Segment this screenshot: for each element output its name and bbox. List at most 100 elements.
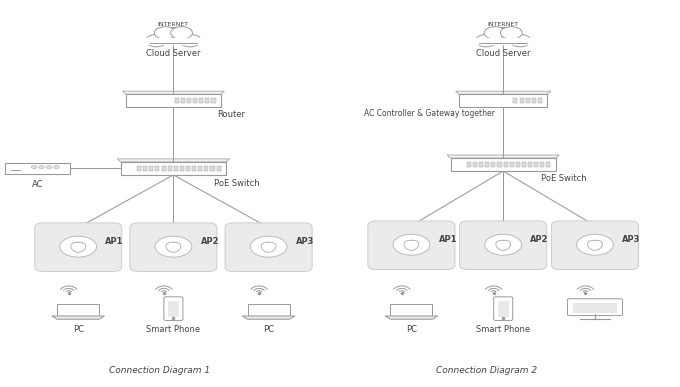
Circle shape xyxy=(484,27,506,39)
FancyBboxPatch shape xyxy=(567,299,623,316)
Bar xyxy=(175,98,179,103)
Bar xyxy=(466,162,471,167)
Polygon shape xyxy=(122,91,224,94)
Circle shape xyxy=(155,236,192,257)
Text: PC: PC xyxy=(263,325,274,334)
Text: AP1: AP1 xyxy=(105,237,124,247)
FancyBboxPatch shape xyxy=(551,221,639,269)
Circle shape xyxy=(54,166,59,169)
Bar xyxy=(522,162,526,167)
Text: PoE Switch: PoE Switch xyxy=(214,179,260,188)
Bar xyxy=(199,166,203,171)
Circle shape xyxy=(488,27,518,45)
Bar xyxy=(510,162,514,167)
Bar xyxy=(155,166,159,171)
Bar xyxy=(486,162,490,167)
Text: AC: AC xyxy=(32,180,43,189)
Bar xyxy=(515,162,520,167)
Circle shape xyxy=(485,234,522,255)
Polygon shape xyxy=(117,159,230,162)
Bar xyxy=(540,162,544,167)
Text: AP2: AP2 xyxy=(530,235,549,245)
Bar xyxy=(205,98,209,103)
FancyBboxPatch shape xyxy=(225,223,312,271)
Bar xyxy=(532,98,536,103)
Polygon shape xyxy=(57,304,99,316)
Circle shape xyxy=(180,34,201,47)
Text: AP1: AP1 xyxy=(439,235,457,245)
Bar xyxy=(473,162,477,167)
Circle shape xyxy=(46,166,52,169)
Bar xyxy=(216,166,220,171)
Text: Smart Phone: Smart Phone xyxy=(476,325,530,334)
Polygon shape xyxy=(385,316,438,319)
Circle shape xyxy=(154,27,176,39)
Bar xyxy=(211,98,216,103)
Polygon shape xyxy=(456,91,551,94)
Bar xyxy=(162,166,166,171)
Circle shape xyxy=(146,34,167,47)
Polygon shape xyxy=(242,316,295,319)
Bar xyxy=(180,166,184,171)
Circle shape xyxy=(39,166,44,169)
Circle shape xyxy=(475,34,497,47)
Bar xyxy=(137,166,141,171)
Bar xyxy=(186,166,190,171)
FancyBboxPatch shape xyxy=(460,221,547,269)
Bar xyxy=(174,166,178,171)
Text: PC: PC xyxy=(73,325,84,334)
FancyBboxPatch shape xyxy=(450,158,556,171)
Bar xyxy=(199,98,203,103)
FancyBboxPatch shape xyxy=(164,297,183,320)
Bar xyxy=(491,162,495,167)
Circle shape xyxy=(250,236,287,257)
FancyBboxPatch shape xyxy=(35,223,122,271)
Bar xyxy=(513,98,517,103)
Text: Cloud Server: Cloud Server xyxy=(476,49,530,58)
Bar xyxy=(534,162,539,167)
Circle shape xyxy=(31,166,37,169)
Text: Connection Diagram 1: Connection Diagram 1 xyxy=(109,366,210,375)
FancyBboxPatch shape xyxy=(130,223,217,271)
FancyBboxPatch shape xyxy=(126,94,221,107)
Bar xyxy=(192,166,196,171)
Bar xyxy=(167,166,171,171)
Text: Cloud Server: Cloud Server xyxy=(146,49,201,58)
Text: INTERNET: INTERNET xyxy=(158,22,189,27)
Polygon shape xyxy=(390,304,432,316)
Circle shape xyxy=(509,34,531,47)
Bar xyxy=(187,98,191,103)
Text: INTERNET: INTERNET xyxy=(488,22,519,27)
Bar xyxy=(479,162,483,167)
Circle shape xyxy=(158,27,188,45)
FancyBboxPatch shape xyxy=(494,297,513,320)
Bar xyxy=(143,166,148,171)
FancyBboxPatch shape xyxy=(5,163,70,174)
Bar xyxy=(211,166,215,171)
Bar xyxy=(498,162,502,167)
Circle shape xyxy=(577,234,613,255)
Text: AP3: AP3 xyxy=(296,237,314,247)
Polygon shape xyxy=(447,155,559,158)
Bar xyxy=(538,98,542,103)
Text: AP2: AP2 xyxy=(201,237,219,247)
Bar xyxy=(193,98,197,103)
Polygon shape xyxy=(248,304,290,316)
Bar xyxy=(204,166,208,171)
Text: PC: PC xyxy=(406,325,417,334)
FancyBboxPatch shape xyxy=(368,221,455,269)
Bar xyxy=(498,301,509,317)
Text: Smart Phone: Smart Phone xyxy=(146,325,201,334)
Circle shape xyxy=(60,236,97,257)
Bar xyxy=(526,98,530,103)
Text: Router: Router xyxy=(218,110,245,119)
Bar xyxy=(149,166,154,171)
Bar xyxy=(547,162,551,167)
Bar xyxy=(573,303,617,313)
Text: Connection Diagram 2: Connection Diagram 2 xyxy=(436,366,537,375)
FancyBboxPatch shape xyxy=(459,94,547,107)
Bar xyxy=(528,162,532,167)
Circle shape xyxy=(171,27,192,39)
Bar xyxy=(520,98,524,103)
Circle shape xyxy=(393,234,430,255)
